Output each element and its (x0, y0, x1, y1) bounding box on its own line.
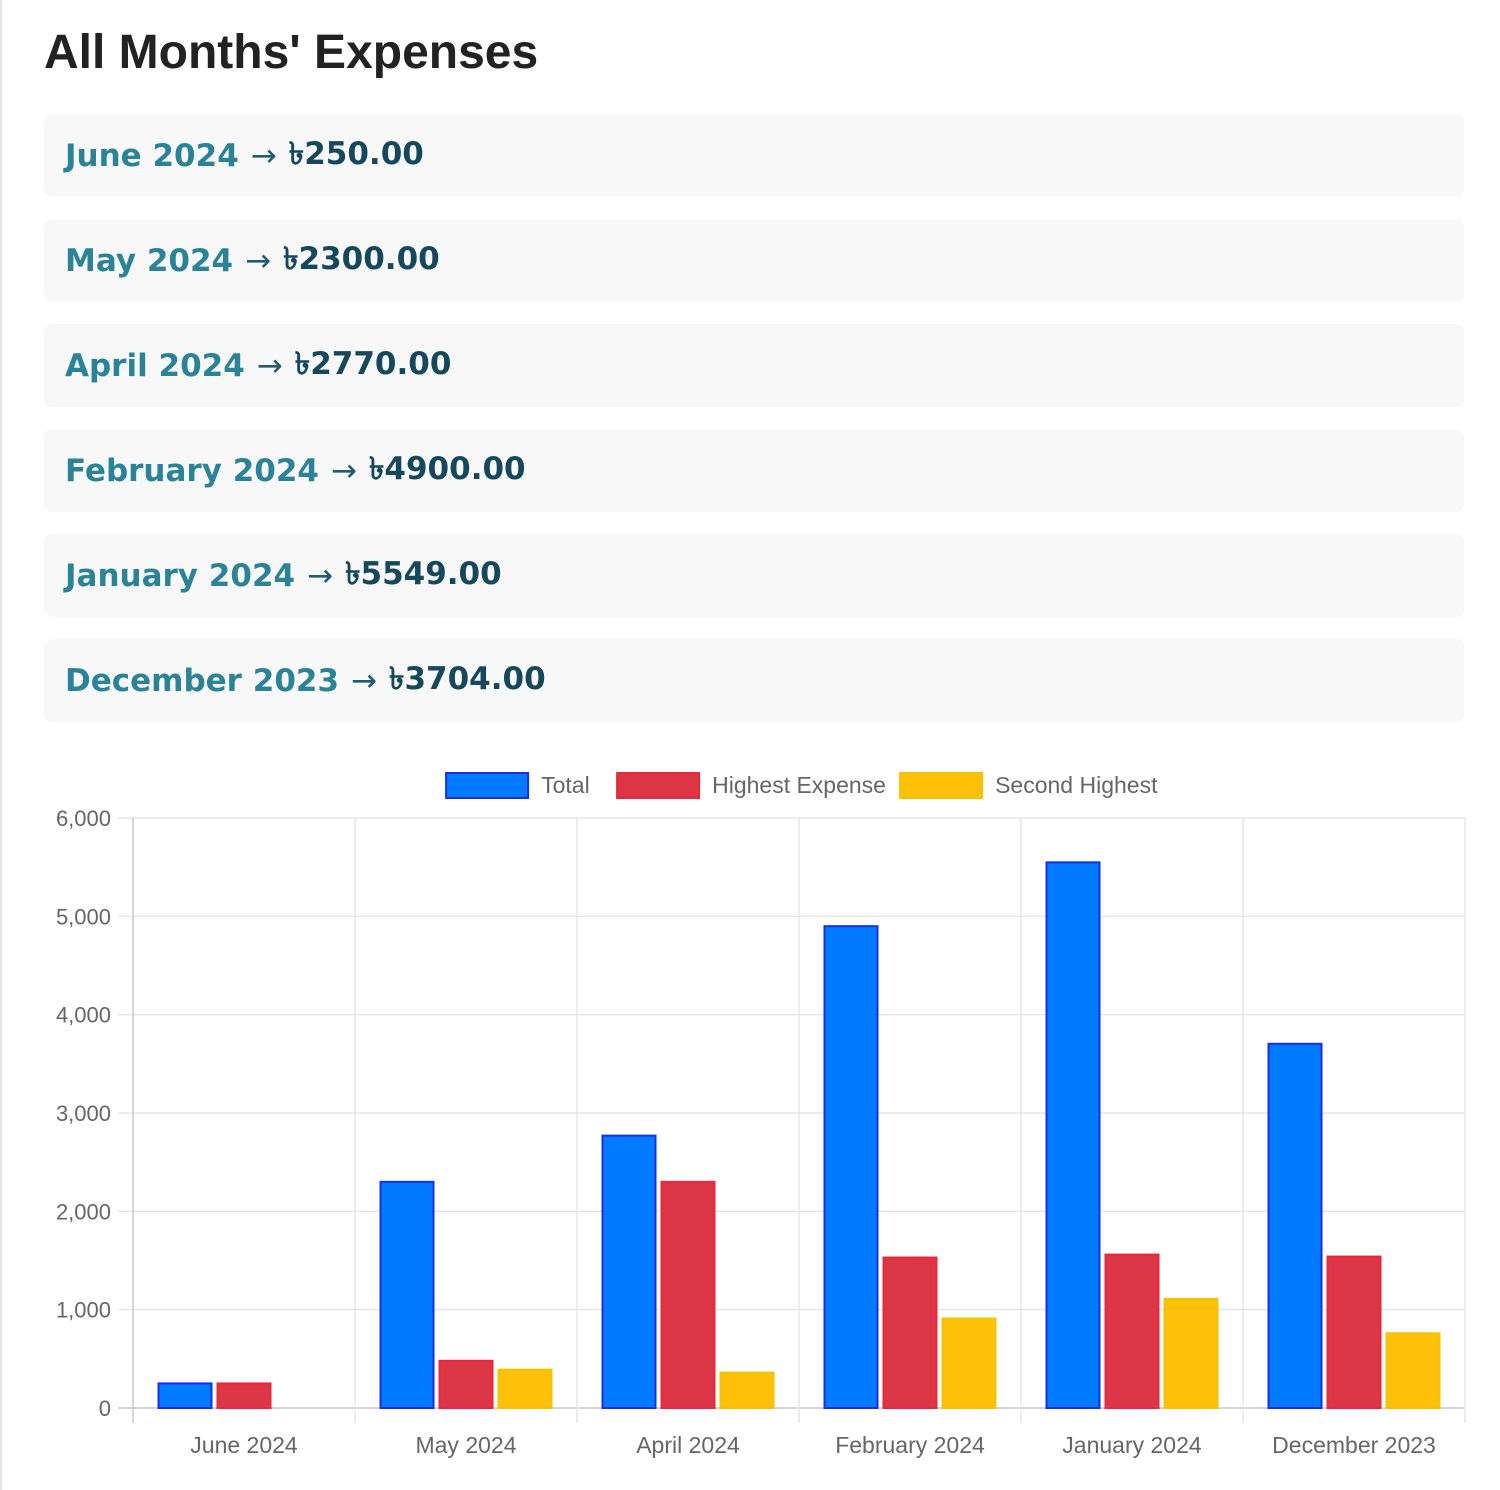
arrow-icon: → (351, 662, 378, 699)
y-tick-label: 0 (99, 1396, 111, 1421)
y-tick-label: 2,000 (56, 1199, 111, 1224)
bar-second-highest (497, 1368, 553, 1410)
legend-label: Total (541, 772, 590, 798)
bar-total (1267, 1042, 1323, 1409)
month-item-january-2024[interactable]: January 2024 → ৳5549.00 (44, 534, 1464, 617)
arrow-icon: → (256, 347, 283, 384)
arrow-icon: → (330, 452, 357, 489)
month-item-may-2024[interactable]: May 2024 → ৳2300.00 (44, 219, 1464, 302)
month-list: June 2024 → ৳250.00 May 2024 → ৳2300.00 … (44, 114, 1464, 744)
month-amount: ৳4900.00 (368, 450, 526, 487)
x-tick-label: December 2023 (1272, 1432, 1436, 1458)
x-tick-label: January 2024 (1062, 1432, 1202, 1458)
legend-swatch (445, 772, 530, 799)
page-title: All Months' Expenses (44, 26, 539, 79)
legend-label: Highest Expense (712, 772, 886, 798)
x-tick-label: June 2024 (190, 1432, 298, 1458)
expenses-bar-chart: 0 1,000 2,000 3,000 4,000 5,000 6,000 June 2024… (56, 772, 1466, 1458)
month-label: June 2024 (65, 137, 239, 174)
bar-second-highest (1163, 1297, 1219, 1409)
y-tick-label: 1,000 (56, 1298, 111, 1323)
x-tick-label: April 2024 (636, 1432, 740, 1458)
month-label: January 2024 (65, 557, 296, 594)
bar-second-highest (1385, 1332, 1441, 1409)
legend-label: Second Highest (995, 772, 1158, 798)
bar-highest-expense (438, 1359, 494, 1409)
arrow-icon: → (250, 137, 277, 174)
month-amount: ৳250.00 (288, 135, 424, 172)
x-tick-label: February 2024 (835, 1432, 985, 1458)
x-tick-label: May 2024 (415, 1432, 516, 1458)
bar-second-highest (941, 1317, 997, 1409)
bar-highest-expense (882, 1256, 938, 1409)
month-label: February 2024 (65, 452, 319, 489)
y-tick-label: 4,000 (56, 1003, 111, 1028)
month-label: May 2024 (65, 242, 234, 279)
arrow-icon: → (245, 242, 272, 279)
month-amount: ৳2300.00 (283, 240, 440, 277)
arrow-icon: → (307, 557, 334, 594)
y-tick-label: 5,000 (56, 904, 111, 929)
legend-swatch (616, 772, 701, 799)
bar-total (157, 1382, 213, 1410)
bar-total (1045, 861, 1101, 1410)
month-item-june-2024[interactable]: June 2024 → ৳250.00 (44, 114, 1464, 197)
legend-swatch (899, 772, 984, 799)
bar-highest-expense (1104, 1253, 1160, 1409)
bar-highest-expense (1326, 1255, 1382, 1409)
bar-total (379, 1180, 435, 1410)
bar-highest-expense (660, 1180, 716, 1410)
month-item-april-2024[interactable]: April 2024 → ৳2770.00 (44, 324, 1464, 407)
bar-total (601, 1134, 657, 1409)
month-amount: ৳2770.00 (294, 345, 452, 382)
month-amount: ৳3704.00 (389, 660, 546, 697)
month-amount: ৳5549.00 (345, 555, 502, 592)
bar-second-highest (719, 1371, 775, 1409)
bar-highest-expense (216, 1382, 272, 1410)
y-tick-label: 6,000 (56, 806, 111, 831)
month-label: December 2023 (65, 662, 340, 699)
bar-total (823, 925, 879, 1410)
month-item-february-2024[interactable]: February 2024 → ৳4900.00 (44, 429, 1464, 512)
y-tick-label: 3,000 (56, 1101, 111, 1126)
month-label: April 2024 (65, 347, 245, 384)
month-item-december-2023[interactable]: December 2023 → ৳3704.00 (44, 639, 1464, 722)
